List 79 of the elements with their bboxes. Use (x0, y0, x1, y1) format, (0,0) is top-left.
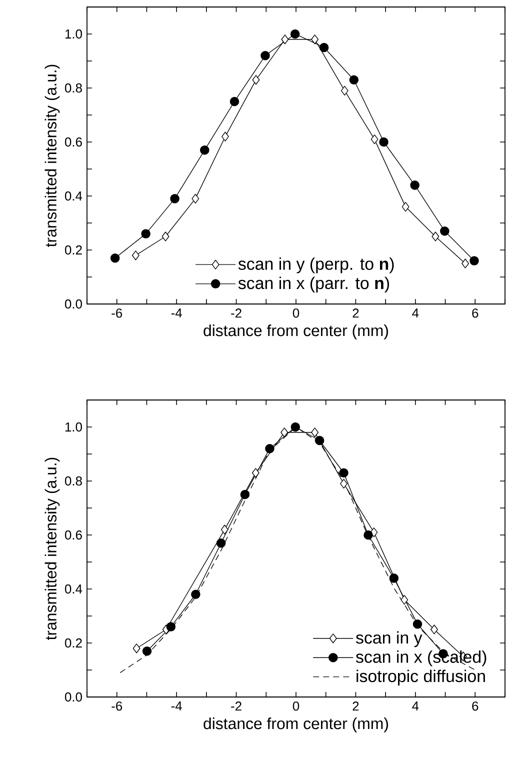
point (319, 42, 329, 52)
x-tick-label: -4 (171, 308, 182, 318)
point (311, 428, 319, 438)
point (141, 229, 150, 238)
x-tick-label: -2 (231, 702, 242, 711)
x-tick-label: 2 (352, 702, 359, 711)
point (132, 644, 140, 654)
x-axis-title: distance from center (mm) (204, 324, 388, 340)
point (222, 132, 229, 142)
point (290, 422, 300, 432)
y-tick-label: 0.8 (64, 83, 82, 93)
x-tick-label: 6 (472, 308, 478, 318)
point (340, 478, 348, 489)
y-tick-label: 0.2 (64, 245, 82, 255)
point (162, 232, 170, 242)
legend-label: scan in y (356, 631, 422, 648)
point (142, 646, 152, 656)
point (339, 468, 348, 478)
point (110, 253, 120, 263)
point (410, 180, 420, 190)
point (432, 232, 440, 242)
x-tick-label: -6 (112, 702, 122, 711)
legend-label: scan in x (parr. to n) (238, 276, 390, 292)
point (470, 256, 479, 266)
y-tick-label: 0.0 (64, 299, 82, 309)
point (290, 29, 300, 39)
x-tick-label: 6 (472, 702, 478, 711)
point (252, 468, 260, 478)
point (430, 624, 438, 634)
point (200, 145, 210, 155)
point (191, 590, 200, 600)
point (400, 594, 408, 605)
point (280, 428, 288, 438)
x-tick-label: 4 (412, 702, 419, 710)
point (265, 444, 274, 454)
point (364, 530, 373, 540)
point (216, 538, 226, 548)
y-axis-title: transmitted intensity (a.u.) (44, 64, 60, 247)
point (389, 574, 399, 583)
legend-label: scan in y (perp. to n) (238, 257, 394, 274)
point (462, 258, 469, 268)
y-tick-label: 1.0 (65, 29, 82, 39)
legend-label: isotropic diffusion (356, 670, 485, 686)
point (402, 202, 410, 212)
point (379, 137, 388, 147)
point (166, 622, 176, 632)
point (240, 490, 250, 500)
y-tick-label: 0.2 (64, 638, 82, 648)
y-tick-label: 0.8 (64, 476, 82, 486)
y-tick-label: 1.0 (65, 422, 82, 432)
point (192, 194, 200, 204)
point (260, 50, 270, 60)
y-tick-label: 0.4 (64, 584, 82, 594)
point (340, 86, 348, 96)
x-axis-title: distance from center (mm) (204, 718, 388, 732)
point (281, 34, 289, 44)
y-axis-title: transmitted intensity (a.u.) (44, 458, 60, 640)
x-tick-label: -2 (231, 308, 242, 318)
x-tick-label: 0 (292, 308, 300, 318)
y-tick-label: 0.6 (64, 137, 82, 147)
point (220, 524, 228, 534)
point (170, 194, 180, 204)
x-tick-label: 4 (412, 308, 419, 318)
x-tick-label: 0 (292, 702, 300, 711)
x-tick-label: -6 (112, 308, 122, 318)
point (230, 96, 240, 106)
point (311, 34, 319, 44)
y-tick-label: 0.6 (64, 530, 82, 540)
x-tick-label: -4 (171, 702, 182, 710)
point (440, 226, 450, 236)
y-tick-label: 0.0 (64, 692, 82, 702)
point (349, 75, 359, 85)
x-tick-label: 2 (352, 308, 359, 318)
point (412, 619, 422, 629)
point (314, 436, 324, 446)
point (132, 250, 140, 260)
point (252, 75, 260, 85)
y-tick-label: 0.4 (64, 191, 82, 201)
point (370, 134, 378, 144)
